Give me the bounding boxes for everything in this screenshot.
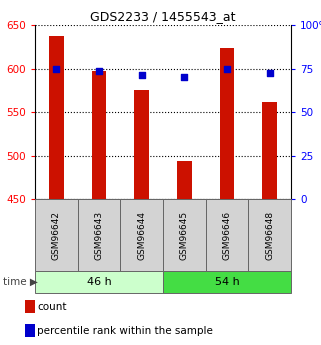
Text: 54 h: 54 h [215, 277, 239, 287]
Bar [163, 199, 206, 271]
Bar [220, 48, 234, 199]
Text: GSM96646: GSM96646 [222, 210, 231, 259]
Text: time ▶: time ▶ [3, 277, 38, 287]
Point [139, 72, 144, 78]
Bar [134, 90, 149, 199]
Point [96, 69, 101, 74]
Text: GSM96643: GSM96643 [94, 210, 103, 259]
Point [267, 70, 272, 76]
Bar [91, 71, 107, 199]
Bar [248, 199, 291, 271]
Point [224, 66, 230, 72]
Title: GDS2233 / 1455543_at: GDS2233 / 1455543_at [90, 10, 236, 23]
Bar [120, 199, 163, 271]
Text: count: count [37, 302, 66, 312]
Bar [35, 199, 78, 271]
Text: GSM96645: GSM96645 [180, 210, 189, 259]
Point [182, 74, 187, 79]
Text: GSM96642: GSM96642 [52, 210, 61, 259]
Text: GSM96648: GSM96648 [265, 210, 274, 259]
Text: 46 h: 46 h [87, 277, 111, 287]
Bar [163, 271, 291, 293]
Bar [262, 102, 277, 199]
Bar [25, 299, 35, 313]
Text: percentile rank within the sample: percentile rank within the sample [37, 326, 213, 336]
Bar [35, 271, 163, 293]
Bar [49, 36, 64, 199]
Point [54, 66, 59, 72]
Bar [78, 199, 120, 271]
Text: GSM96644: GSM96644 [137, 210, 146, 259]
Bar [177, 161, 192, 199]
Bar [25, 324, 35, 337]
Bar [206, 199, 248, 271]
